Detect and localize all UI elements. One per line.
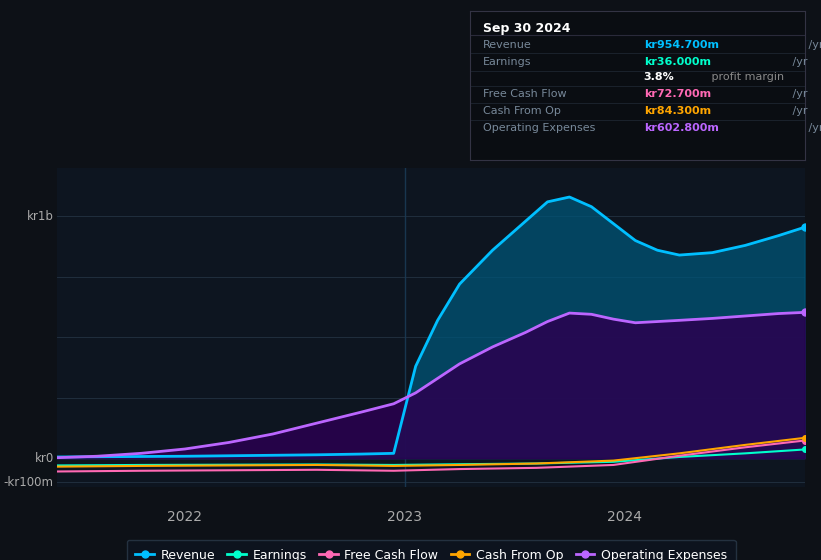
Text: 2022: 2022 bbox=[167, 510, 203, 524]
Text: Revenue: Revenue bbox=[483, 40, 532, 50]
Text: kr36.000m: kr36.000m bbox=[644, 57, 711, 67]
Text: Operating Expenses: Operating Expenses bbox=[483, 123, 595, 133]
Text: kr72.700m: kr72.700m bbox=[644, 89, 711, 99]
Text: /yr: /yr bbox=[805, 40, 821, 50]
Text: Free Cash Flow: Free Cash Flow bbox=[483, 89, 566, 99]
Text: Sep 30 2024: Sep 30 2024 bbox=[483, 22, 571, 35]
Text: 2023: 2023 bbox=[388, 510, 422, 524]
Legend: Revenue, Earnings, Free Cash Flow, Cash From Op, Operating Expenses: Revenue, Earnings, Free Cash Flow, Cash … bbox=[126, 540, 736, 560]
Text: /yr: /yr bbox=[805, 123, 821, 133]
Text: kr84.300m: kr84.300m bbox=[644, 106, 711, 116]
Text: kr954.700m: kr954.700m bbox=[644, 40, 719, 50]
Text: /yr: /yr bbox=[788, 106, 807, 116]
Text: kr1b: kr1b bbox=[27, 210, 53, 223]
Text: kr602.800m: kr602.800m bbox=[644, 123, 718, 133]
Text: /yr: /yr bbox=[788, 89, 807, 99]
Text: Earnings: Earnings bbox=[483, 57, 531, 67]
Text: Cash From Op: Cash From Op bbox=[483, 106, 561, 116]
Text: -kr100m: -kr100m bbox=[4, 476, 53, 489]
Text: kr0: kr0 bbox=[34, 452, 53, 465]
Text: /yr: /yr bbox=[788, 57, 807, 67]
Text: profit margin: profit margin bbox=[708, 72, 784, 82]
Text: 2024: 2024 bbox=[607, 510, 642, 524]
Text: 3.8%: 3.8% bbox=[644, 72, 675, 82]
